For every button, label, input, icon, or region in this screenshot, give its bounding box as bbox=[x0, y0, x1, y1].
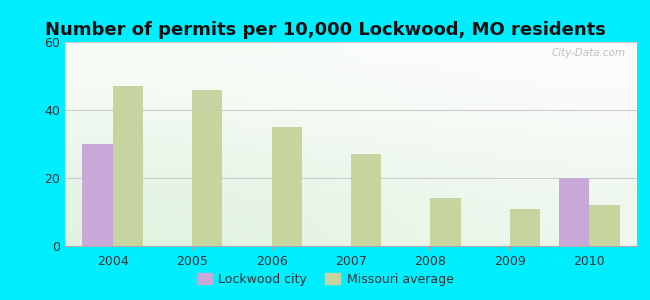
Legend: Lockwood city, Missouri average: Lockwood city, Missouri average bbox=[192, 268, 458, 291]
Bar bbox=[351, 154, 381, 246]
Text: Number of permits per 10,000 Lockwood, MO residents: Number of permits per 10,000 Lockwood, M… bbox=[45, 21, 605, 39]
Bar bbox=[83, 144, 112, 246]
Bar bbox=[559, 178, 590, 246]
Text: City-Data.com: City-Data.com bbox=[551, 48, 625, 58]
Bar bbox=[590, 205, 619, 246]
Bar bbox=[510, 208, 540, 246]
Bar bbox=[192, 90, 222, 246]
Bar bbox=[430, 198, 461, 246]
Bar bbox=[112, 86, 143, 246]
Bar bbox=[272, 127, 302, 246]
